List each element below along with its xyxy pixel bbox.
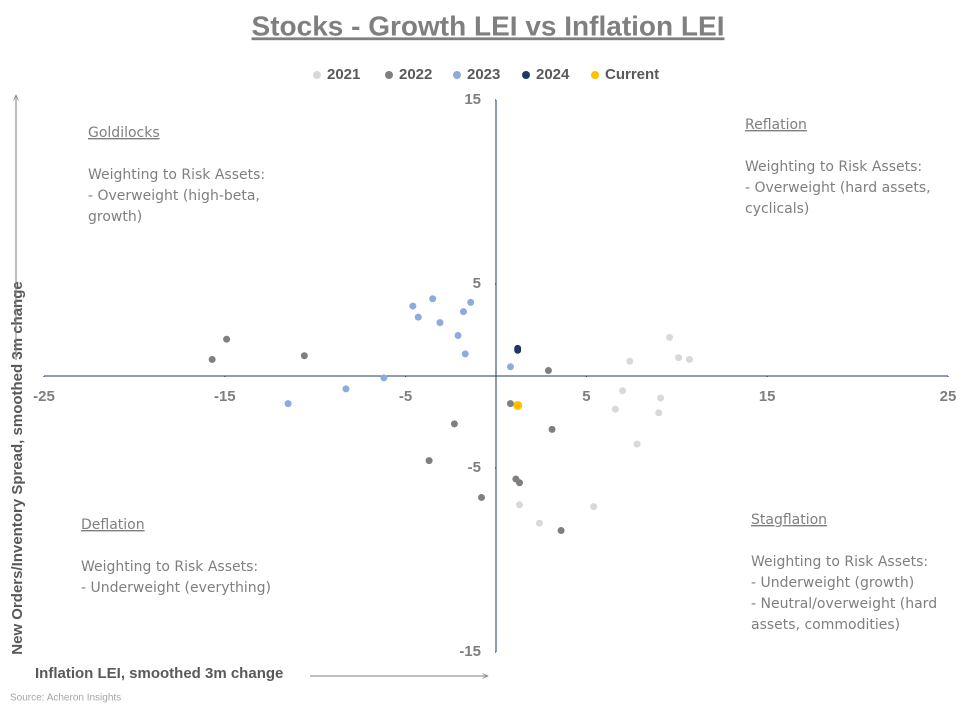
source: Source: Acheron Insights: [10, 693, 121, 704]
point: [223, 335, 231, 343]
legend-label: 2021: [327, 66, 360, 83]
x-tick-label: -15: [214, 388, 236, 405]
chart-title: Stocks - Growth LEI vs Inflation LEI: [252, 10, 725, 41]
quadrant-text: Weighting to Risk Assets:: [751, 554, 928, 570]
quadrant-text: Weighting to Risk Assets:: [88, 167, 265, 183]
quadrant-text: growth): [88, 209, 142, 225]
legend-marker: [453, 71, 461, 79]
quadrant-text: - Underweight (growth): [751, 575, 914, 591]
point: [657, 394, 665, 402]
point: [414, 313, 422, 321]
quadrant-title: Deflation: [81, 517, 145, 533]
legend-label: 2023: [467, 66, 500, 83]
y-tick-label: -5: [468, 459, 481, 476]
quadrant-title: Reflation: [745, 117, 807, 133]
x-tick-label: 5: [582, 388, 590, 405]
point: [590, 503, 598, 511]
point: [429, 295, 437, 303]
point: [506, 363, 514, 371]
point: [655, 409, 663, 417]
point: [380, 374, 388, 382]
quadrant-text: - Underweight (everything): [81, 580, 271, 596]
point: [516, 501, 524, 509]
y-tick-label: 5: [473, 275, 481, 292]
legend-marker: [591, 71, 599, 79]
quadrant-title: Goldilocks: [88, 125, 160, 141]
point: [548, 425, 556, 433]
legend-label: 2022: [399, 66, 432, 83]
point: [626, 357, 634, 365]
legend-label: Current: [605, 66, 659, 83]
point: [685, 355, 693, 363]
quadrant-text: - Overweight (high-beta,: [88, 188, 260, 204]
x-tick-label: 25: [940, 388, 957, 405]
quadrant-text: cyclicals): [745, 201, 809, 217]
point: [535, 519, 543, 527]
quadrant-title: Stagflation: [751, 512, 827, 528]
legend-marker: [313, 71, 321, 79]
point: [633, 440, 641, 448]
quadrant-text: assets, commodities): [751, 617, 900, 633]
point: [611, 405, 619, 413]
point: [513, 400, 523, 410]
quadrant-text: Weighting to Risk Assets:: [81, 559, 258, 575]
point: [208, 355, 216, 363]
x-tick-label: -25: [33, 388, 55, 405]
point: [675, 354, 683, 362]
y-axis-title: New Orders/Inventory Spread, smoothed 3m…: [9, 281, 26, 654]
point: [300, 352, 308, 360]
point: [516, 479, 524, 487]
quadrant-text: - Overweight (hard assets,: [745, 180, 931, 196]
point: [544, 366, 552, 374]
point: [619, 387, 627, 395]
point: [478, 493, 486, 501]
legend-marker: [385, 71, 393, 79]
point: [506, 400, 514, 408]
legend-marker: [522, 71, 530, 79]
point: [409, 302, 417, 310]
legend-label: 2024: [536, 66, 570, 83]
x-axis-title: Inflation LEI, smoothed 3m change: [35, 665, 283, 682]
point: [284, 400, 292, 408]
point: [459, 308, 467, 316]
x-tick-label: -5: [399, 388, 412, 405]
point: [467, 298, 475, 306]
x-tick-label: 15: [759, 388, 776, 405]
y-tick-label: 15: [464, 91, 481, 108]
quadrant-text: Weighting to Risk Assets:: [745, 159, 922, 175]
point: [436, 319, 444, 327]
point: [425, 457, 433, 465]
point: [557, 527, 565, 535]
point: [342, 385, 350, 393]
point: [514, 346, 522, 354]
point: [454, 332, 462, 340]
quadrant-text: - Neutral/overweight (hard: [751, 596, 937, 612]
point: [461, 350, 469, 358]
y-tick-label: -15: [459, 643, 481, 660]
point: [666, 333, 674, 341]
point: [450, 420, 458, 428]
